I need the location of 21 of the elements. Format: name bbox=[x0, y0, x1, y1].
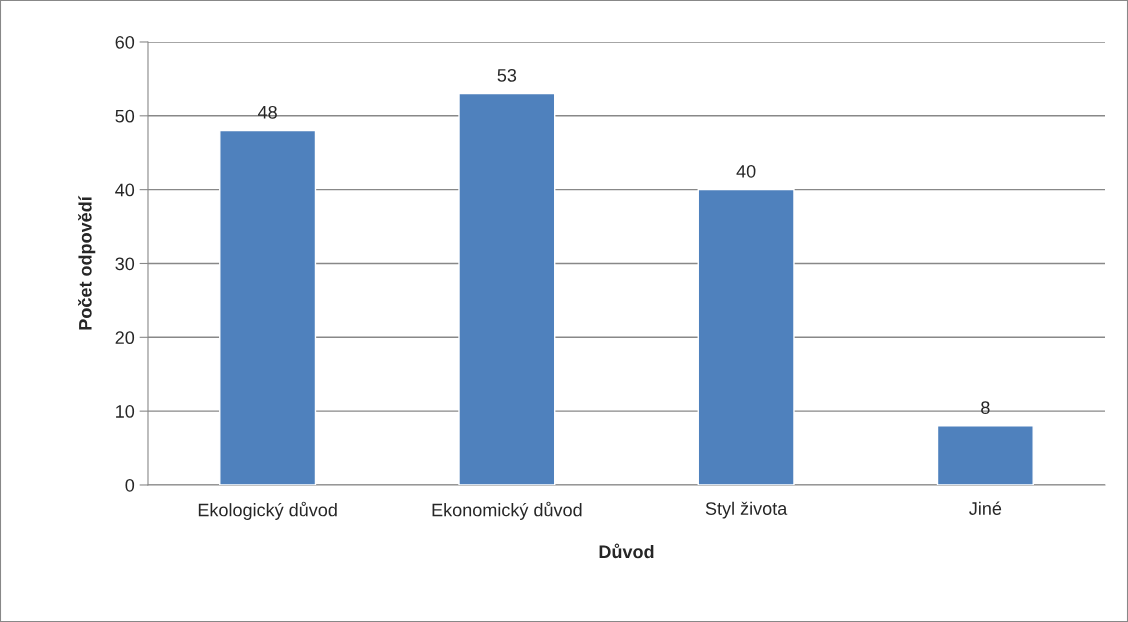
x-tick-label: Ekonomický důvod bbox=[432, 501, 582, 520]
data-label: 53 bbox=[497, 68, 517, 82]
x-tick-label: Styl života bbox=[705, 501, 788, 519]
data-label: 40 bbox=[736, 164, 756, 178]
x-tick-label: Jiné bbox=[969, 501, 1002, 515]
y-tick-label: 0 bbox=[125, 478, 135, 492]
y-tick-label: 30 bbox=[115, 257, 135, 271]
y-tick-label: 60 bbox=[115, 35, 135, 49]
y-tick-label: 40 bbox=[115, 183, 135, 197]
y-tick-label: 20 bbox=[115, 331, 135, 345]
data-label: 8 bbox=[981, 401, 990, 415]
y-tick-label: 50 bbox=[115, 109, 135, 123]
bar bbox=[219, 129, 317, 485]
bar bbox=[697, 188, 795, 485]
x-axis-title: Důvod bbox=[599, 543, 654, 559]
y-axis-title: Počet odpovědí bbox=[78, 195, 96, 330]
x-tick-label: Ekologický důvod bbox=[198, 501, 337, 520]
bar bbox=[936, 425, 1034, 485]
data-label: 48 bbox=[257, 105, 277, 119]
bar bbox=[458, 92, 556, 485]
y-tick-label: 10 bbox=[116, 405, 135, 418]
